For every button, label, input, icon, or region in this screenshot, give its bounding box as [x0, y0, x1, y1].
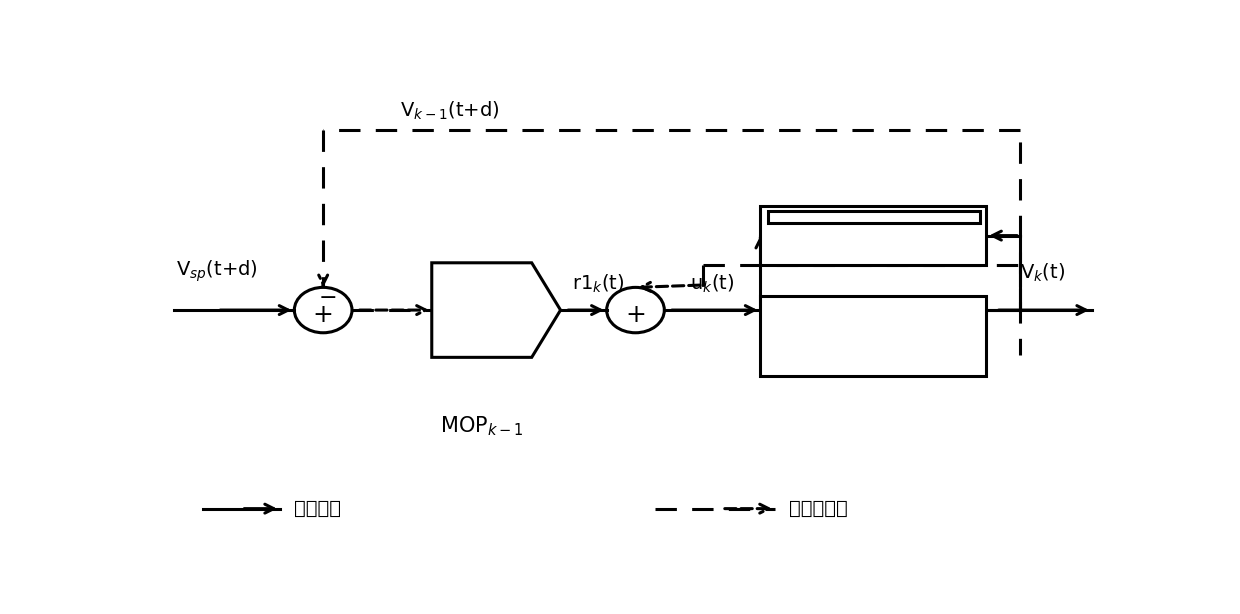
Text: 实时流动: 实时流动 [294, 499, 341, 518]
Text: V$_k$(t): V$_k$(t) [1019, 262, 1065, 284]
Text: 内厘1: 内厘1 [853, 233, 894, 253]
Text: V$_{k-1}$(t+d): V$_{k-1}$(t+d) [401, 99, 500, 122]
Text: 过程1: 过程1 [853, 326, 894, 346]
Text: V$_{sp}$(t+d): V$_{sp}$(t+d) [176, 258, 258, 284]
FancyBboxPatch shape [760, 206, 986, 265]
Text: 非实时流动: 非实时流动 [789, 499, 848, 518]
Text: r1$_k$(t): r1$_k$(t) [572, 273, 624, 295]
Text: +: + [625, 303, 646, 327]
FancyBboxPatch shape [760, 296, 986, 376]
Text: MOP$_{k-1}$: MOP$_{k-1}$ [440, 414, 523, 438]
Text: u$_{k-1}$(t): u$_{k-1}$(t) [780, 231, 849, 254]
FancyBboxPatch shape [768, 211, 980, 223]
Text: u$_k$(t): u$_k$(t) [691, 273, 734, 295]
Polygon shape [432, 263, 560, 357]
Text: −: − [319, 288, 337, 308]
Text: +: + [312, 303, 334, 327]
Text: C: C [461, 298, 480, 322]
